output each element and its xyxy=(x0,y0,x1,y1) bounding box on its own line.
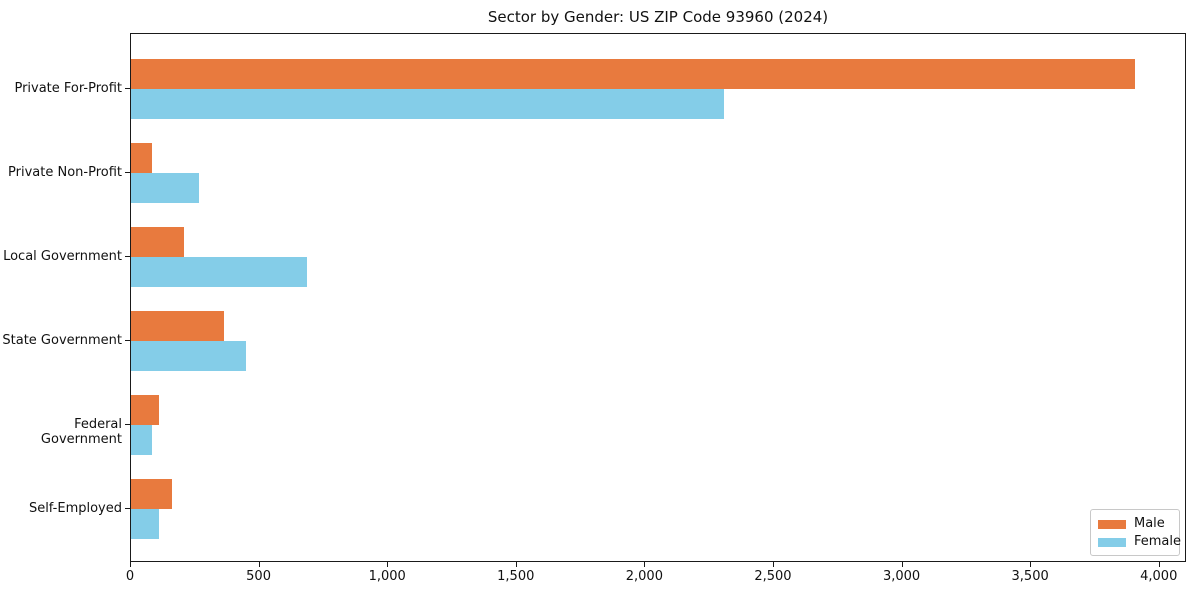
bar-female-local-government xyxy=(131,257,308,287)
legend-item-male: Male xyxy=(1098,516,1172,532)
x-axis-tick xyxy=(515,562,517,567)
y-axis-tick xyxy=(125,340,130,341)
bar-female-private-for-profit xyxy=(131,89,725,119)
bar-female-federal-government xyxy=(131,425,152,455)
bar-male-private-non-profit xyxy=(131,143,152,173)
bar-female-private-non-profit xyxy=(131,173,199,203)
x-axis-tick xyxy=(387,562,389,567)
legend: Male Female xyxy=(1090,509,1181,556)
x-axis-tick xyxy=(1030,562,1032,567)
x-axis-tick-label: 3,000 xyxy=(882,569,921,584)
plot-area xyxy=(130,33,1186,562)
legend-swatch-male xyxy=(1098,519,1126,529)
bar-male-state-government xyxy=(131,311,224,341)
y-category-label-private-for-profit: Private For-Profit xyxy=(14,81,122,96)
legend-label-male: Male xyxy=(1134,516,1165,531)
y-axis-tick xyxy=(125,256,130,257)
x-axis-tick-label: 2,500 xyxy=(754,569,792,584)
y-axis-tick xyxy=(125,508,130,509)
x-axis-tick xyxy=(772,562,774,567)
x-axis-tick-label: 2,000 xyxy=(625,569,663,584)
x-axis-tick-label: 0 xyxy=(125,569,135,584)
x-axis-tick xyxy=(644,562,646,567)
y-axis-tick xyxy=(125,172,130,173)
x-axis-tick xyxy=(901,562,903,567)
legend-item-female: Female xyxy=(1098,534,1181,550)
bar-male-federal-government xyxy=(131,395,159,425)
y-category-label-local-government: Local Government xyxy=(3,249,122,264)
y-axis-tick xyxy=(125,88,130,89)
y-axis-tick xyxy=(125,424,130,425)
x-axis-tick xyxy=(1158,562,1160,567)
x-axis-tick-label: 500 xyxy=(246,569,271,584)
legend-swatch-female xyxy=(1098,537,1126,547)
x-axis-tick-label: 1,500 xyxy=(497,569,535,584)
x-axis-tick xyxy=(130,562,131,567)
bar-male-private-for-profit xyxy=(131,59,1136,89)
bar-male-local-government xyxy=(131,227,185,257)
y-category-label-state-government: State Government xyxy=(2,333,122,348)
bar-female-self-employed xyxy=(131,509,160,539)
y-category-label-self-employed: Self-Employed xyxy=(28,501,122,516)
legend-label-female: Female xyxy=(1134,534,1182,549)
y-category-label-federal-government: Federal Government xyxy=(40,417,122,447)
x-axis-tick xyxy=(258,562,260,567)
bar-female-state-government xyxy=(131,341,246,371)
y-category-label-private-non-profit: Private Non-Profit xyxy=(8,165,122,180)
x-axis-tick-label: 1,000 xyxy=(368,569,406,584)
bar-male-self-employed xyxy=(131,479,173,509)
x-axis-tick-label: 4,000 xyxy=(1140,569,1178,584)
x-axis-tick-label: 3,500 xyxy=(1011,569,1049,584)
chart-title: Sector by Gender: US ZIP Code 93960 (202… xyxy=(487,8,829,26)
